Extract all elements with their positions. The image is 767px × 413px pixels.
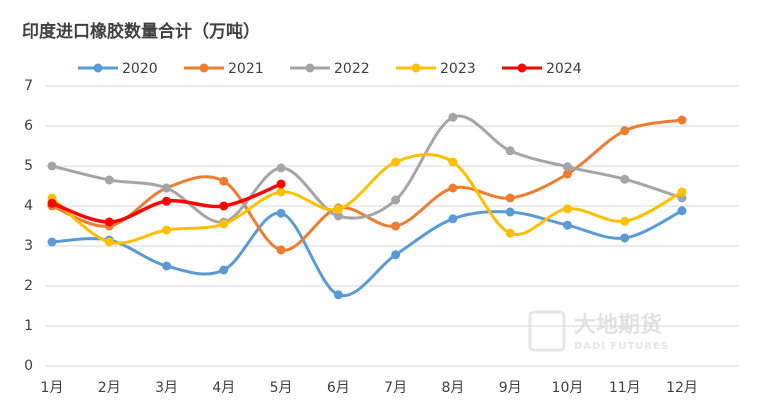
data-point	[219, 176, 229, 186]
x-tick-label: 11月	[609, 380, 641, 396]
data-point	[276, 245, 286, 255]
y-tick-label: 1	[24, 318, 33, 334]
watermark-text: 大地期货	[574, 312, 662, 338]
watermark-text: DADI FUTURES	[574, 341, 669, 352]
data-point	[333, 211, 343, 221]
legend-marker	[517, 63, 527, 73]
x-tick-label: 8月	[441, 380, 464, 396]
data-point	[162, 183, 172, 193]
data-point	[47, 161, 57, 171]
data-point	[448, 112, 458, 122]
series	[47, 206, 687, 300]
x-tick-label: 3月	[155, 380, 178, 396]
data-point	[333, 204, 343, 214]
y-tick-label: 2	[24, 278, 33, 294]
legend-marker	[411, 63, 421, 73]
data-point	[677, 115, 687, 125]
data-point	[219, 219, 229, 229]
series-line	[51, 209, 683, 298]
data-point	[505, 146, 515, 156]
x-tick-label: 4月	[212, 380, 235, 396]
data-point	[47, 237, 57, 247]
data-point	[505, 207, 515, 217]
legend-label: 2024	[546, 61, 582, 77]
data-point	[562, 162, 572, 172]
data-point	[620, 233, 630, 243]
data-point	[162, 225, 172, 235]
data-point	[620, 216, 630, 226]
legend-marker	[305, 63, 315, 73]
x-tick-label: 9月	[499, 380, 522, 396]
x-tick-label: 12月	[666, 380, 698, 396]
y-tick-label: 6	[24, 118, 33, 134]
x-tick-label: 7月	[384, 380, 407, 396]
data-point	[677, 187, 687, 197]
data-point	[104, 175, 114, 185]
legend-marker	[93, 63, 103, 73]
data-point	[162, 196, 172, 206]
x-tick-label: 2月	[98, 380, 121, 396]
legend-label: 2021	[228, 61, 264, 77]
data-point	[391, 195, 401, 205]
data-point	[391, 157, 401, 167]
x-tick-label: 1月	[41, 380, 64, 396]
data-point	[620, 174, 630, 184]
data-point	[448, 214, 458, 224]
x-tick-label: 10月	[552, 380, 584, 396]
watermark: 大地期货 DADI FUTURES	[528, 310, 669, 352]
series	[47, 179, 286, 227]
data-point	[448, 157, 458, 167]
data-point	[677, 206, 687, 216]
data-point	[505, 193, 515, 203]
data-point	[276, 163, 286, 173]
data-point	[505, 228, 515, 238]
data-point	[276, 179, 286, 189]
series	[47, 153, 687, 247]
x-tick-label: 6月	[327, 380, 350, 396]
data-point	[562, 220, 572, 230]
data-point	[162, 261, 172, 271]
data-point	[104, 217, 114, 227]
y-tick-label: 0	[24, 358, 33, 374]
data-point	[620, 126, 630, 136]
series	[47, 112, 687, 227]
x-tick-label: 5月	[270, 380, 293, 396]
legend-label: 2022	[334, 61, 370, 77]
data-point	[391, 250, 401, 260]
chart-title: 印度进口橡胶数量合计（万吨）	[22, 21, 260, 42]
y-tick-label: 7	[24, 78, 33, 94]
legend-label: 2023	[440, 61, 476, 77]
data-point	[276, 187, 286, 197]
data-point	[104, 237, 114, 247]
data-point	[562, 204, 572, 214]
y-tick-label: 3	[24, 238, 33, 254]
data-point	[562, 169, 572, 179]
data-point	[276, 208, 286, 218]
data-point	[448, 183, 458, 193]
data-point	[333, 290, 343, 300]
legend-label: 2020	[122, 61, 158, 77]
watermark-logo	[528, 310, 566, 352]
y-tick-label: 4	[24, 198, 33, 214]
legend-marker	[199, 63, 209, 73]
data-point	[47, 198, 57, 208]
y-tick-label: 5	[24, 158, 33, 174]
data-point	[219, 265, 229, 275]
data-point	[219, 201, 229, 211]
data-point	[391, 221, 401, 231]
